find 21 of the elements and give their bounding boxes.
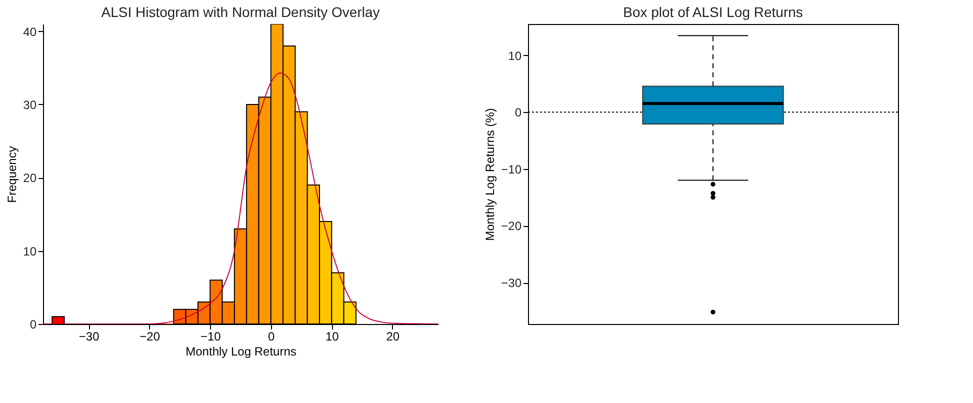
x-tick-label: −10 [200, 330, 222, 344]
y-tick-label: 10 [23, 244, 37, 258]
x-axis-title: Monthly Log Returns [186, 344, 296, 358]
x-tick-label: −20 [140, 330, 160, 344]
y-tick-label: 0 [514, 106, 522, 120]
y-tick-label: −20 [501, 219, 522, 234]
y-tick-label: 30 [23, 98, 37, 112]
y-tick-label: −30 [501, 276, 522, 290]
y-axis-title: Monthly Log Returns (%) [483, 108, 498, 241]
x-tick-label: −30 [78, 330, 100, 344]
y-tick-label: 40 [23, 24, 37, 39]
y-tick-label: 10 [508, 48, 522, 63]
x-tick-label: 20 [386, 330, 400, 344]
x-tick-label: 0 [268, 330, 276, 344]
y-tick-label: −10 [501, 162, 522, 176]
y-tick-label: 20 [23, 171, 37, 186]
chart-title: ALSI Histogram with Normal Density Overlay [101, 4, 380, 20]
y-tick-label: 0 [30, 318, 37, 332]
chart-title: Box plot of ALSI Log Returns [623, 4, 803, 20]
y-axis-title: Frequency [5, 146, 20, 203]
x-tick-label: 10 [325, 330, 340, 344]
